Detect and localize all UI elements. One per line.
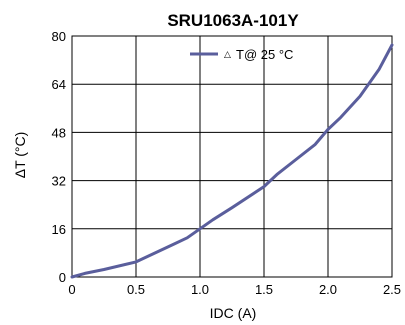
chart-title: SRU1063A-101Y <box>167 11 299 30</box>
y-tick-label: 0 <box>59 270 66 285</box>
legend-triangle-icon: △ <box>224 50 231 60</box>
y-tick-label: 48 <box>52 125 66 140</box>
tick-labels: 0 0.5 1.0 1.5 2.0 2.5 0 16 32 48 64 80 <box>52 29 402 297</box>
x-tick-label: 2.5 <box>383 282 401 297</box>
y-axis-label: ΔT (°C) <box>12 132 28 179</box>
x-tick-label: 1.0 <box>191 282 209 297</box>
grid <box>71 35 393 278</box>
legend: △ T@ 25 °C <box>190 47 293 62</box>
x-tick-label: 0.5 <box>127 282 145 297</box>
series-line-0 <box>70 43 394 279</box>
y-tick-label: 16 <box>52 222 66 237</box>
x-tick-label: 1.5 <box>255 282 273 297</box>
x-tick-label: 0 <box>68 282 75 297</box>
y-tick-label: 32 <box>52 174 66 189</box>
x-axis-label: IDC (A) <box>210 305 257 321</box>
series-group <box>70 43 394 279</box>
x-tick-label: 2.0 <box>319 282 337 297</box>
y-tick-label: 80 <box>52 29 66 44</box>
legend-label: T@ 25 °C <box>236 47 293 62</box>
y-tick-label: 64 <box>52 77 66 92</box>
plot-border <box>71 35 393 278</box>
plot-area: 0 0.5 1.0 1.5 2.0 2.5 0 16 32 48 64 80 <box>52 29 402 297</box>
